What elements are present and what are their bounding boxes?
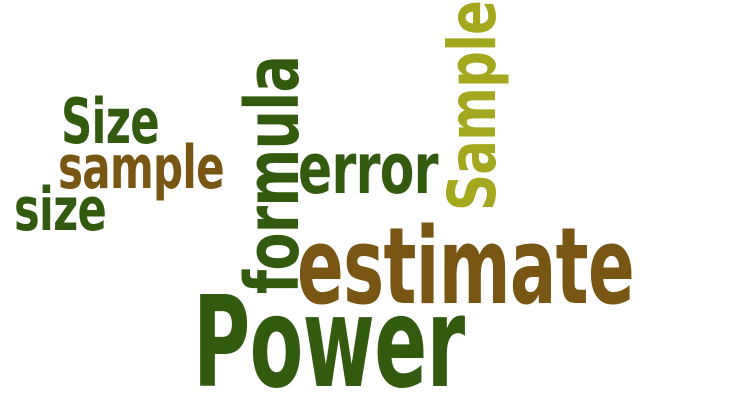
- word-sample: sample: [58, 133, 225, 203]
- word-size: size: [14, 175, 107, 245]
- word-power: Power: [193, 269, 465, 404]
- word-sample-vertical: Sample: [434, 0, 511, 211]
- word-error: error: [298, 128, 439, 210]
- word-size-capitalized: Size: [61, 85, 160, 158]
- word-estimate: estimate: [297, 205, 635, 328]
